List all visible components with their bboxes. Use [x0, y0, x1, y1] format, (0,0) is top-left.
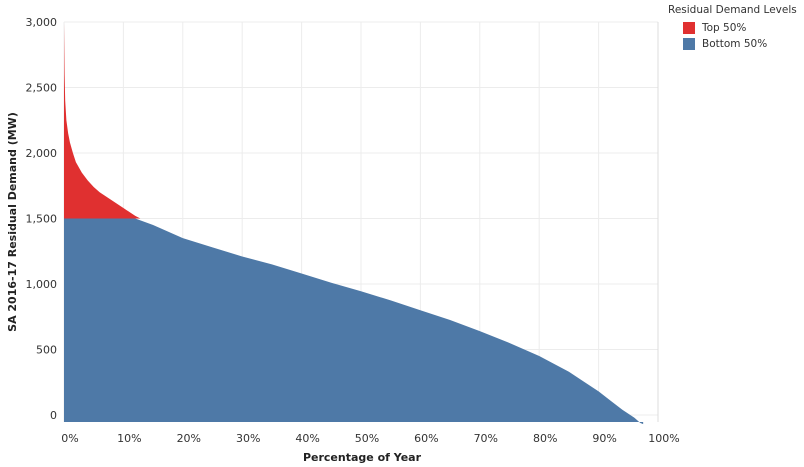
y-tick-label: 1,500 [26, 213, 58, 226]
x-tick-label: 0% [61, 432, 78, 445]
legend-swatch-top [683, 22, 695, 34]
legend-label-top: Top 50% [702, 22, 746, 34]
x-tick-label: 60% [414, 432, 438, 445]
y-tick-label: 3,000 [26, 16, 58, 29]
legend-swatch-bottom [683, 38, 695, 50]
area-top-50 [64, 23, 140, 218]
x-tick-label: 30% [236, 432, 260, 445]
x-axis-title: Percentage of Year [303, 451, 422, 464]
legend-item-bottom[interactable]: Bottom 50% [683, 36, 802, 52]
y-tick-label: 500 [36, 344, 57, 357]
x-tick-label: 20% [177, 432, 201, 445]
legend-item-top[interactable]: Top 50% [683, 20, 802, 36]
legend-label-bottom: Bottom 50% [702, 38, 767, 50]
x-tick-label: 10% [117, 432, 141, 445]
y-tick-label: 2,000 [26, 147, 58, 160]
areas [64, 23, 643, 424]
x-tick-label: 40% [295, 432, 319, 445]
x-tick-label: 90% [592, 432, 616, 445]
x-tick-label: 80% [533, 432, 557, 445]
x-tick-labels: 0% 10% 20% 30% 40% 50% 60% 70% 80% 90% 100% [61, 432, 679, 445]
y-axis-title: SA 2016-17 Residual Demand (MW) [6, 112, 19, 332]
y-tick-labels: 0 500 1,000 1,500 2,000 2,500 3,000 [26, 16, 58, 422]
y-tick-label: 2,500 [26, 82, 58, 95]
y-tick-label: 1,000 [26, 278, 58, 291]
y-tick-label: 0 [50, 409, 57, 422]
x-tick-label: 50% [355, 432, 379, 445]
x-tick-label: 100% [648, 432, 679, 445]
area-bottom-50 [64, 219, 643, 425]
legend-title: Residual Demand Levels [668, 4, 802, 16]
x-tick-label: 70% [474, 432, 498, 445]
legend: Residual Demand Levels Top 50% Bottom 50… [668, 4, 802, 52]
